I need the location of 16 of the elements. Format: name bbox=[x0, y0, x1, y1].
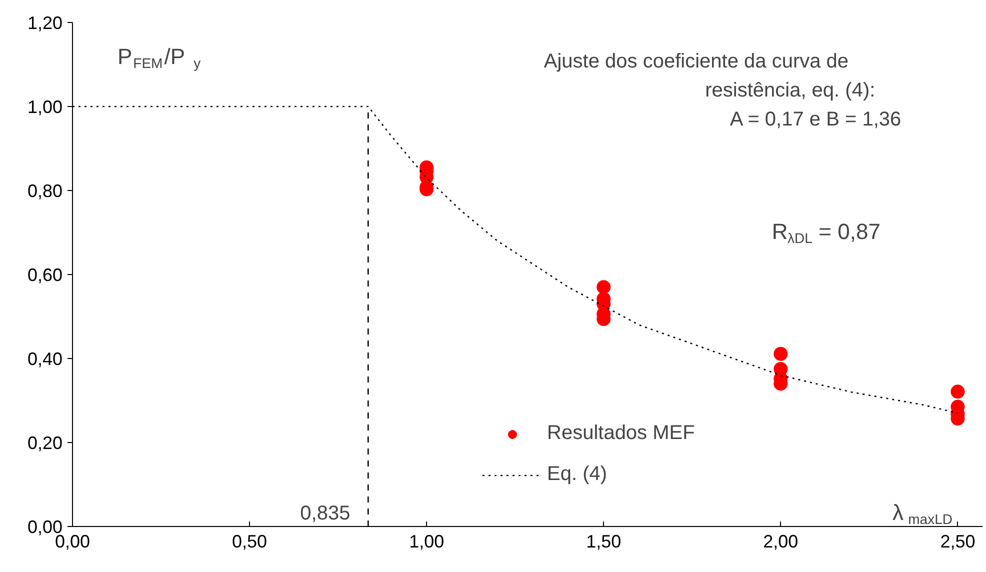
x-tick-label: 1,00 bbox=[409, 532, 444, 552]
annotation: 0,835 bbox=[300, 502, 350, 524]
annotation: Ajuste dos coeficiente da curva de resistência, eq. (4): A = 0,17 e B = 1,36 bbox=[544, 50, 902, 130]
x-tick-label: 0,50 bbox=[232, 532, 268, 552]
y-tick-label: 0,40 bbox=[27, 349, 63, 369]
y-tick-label: 0,60 bbox=[27, 265, 63, 285]
legend-label: Eq. (4) bbox=[547, 463, 608, 486]
y-tick-label: 0,20 bbox=[27, 433, 63, 453]
y-tick-label: 1,20 bbox=[27, 13, 63, 33]
legend-label: Resultados MEF bbox=[547, 422, 695, 445]
y-tick-label: 1,00 bbox=[27, 97, 63, 117]
y-tick-label: 0,00 bbox=[27, 517, 63, 537]
x-tick-label: 1,50 bbox=[586, 532, 622, 552]
x-tick-label: 2,50 bbox=[940, 532, 976, 552]
x-tick-label: 2,00 bbox=[763, 532, 798, 552]
y-tick-label: 0,80 bbox=[27, 181, 63, 201]
